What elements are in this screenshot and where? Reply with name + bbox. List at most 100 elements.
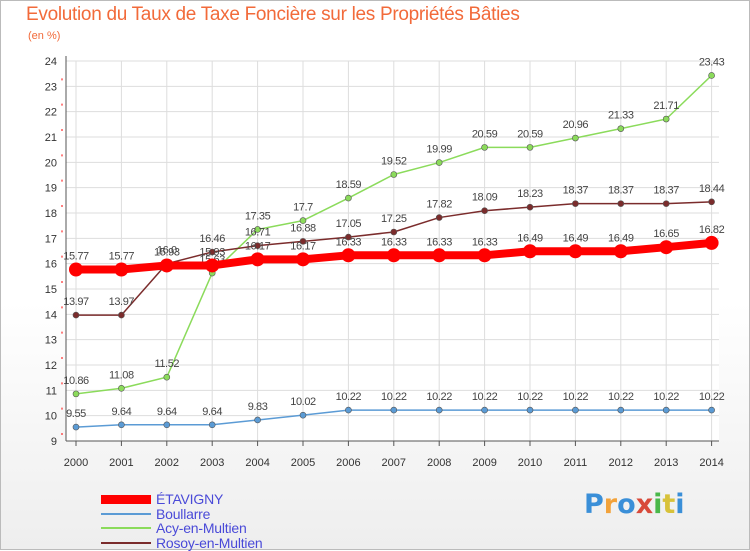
y-tick-label: 19	[45, 183, 57, 195]
data-label: 18.37	[608, 185, 634, 197]
data-point	[526, 406, 534, 414]
y-tick-label: 21	[45, 132, 57, 144]
data-label: 10.22	[517, 391, 543, 403]
data-label: 16.33	[336, 236, 362, 248]
data-point	[208, 421, 216, 429]
data-point	[118, 421, 125, 429]
x-tick-label: 2003	[200, 457, 224, 469]
data-point	[477, 248, 492, 263]
data-point	[708, 72, 715, 79]
data-label: 17.7	[293, 202, 313, 214]
data-point	[118, 385, 125, 392]
data-label: 10.22	[653, 391, 679, 403]
data-label: 10.22	[472, 391, 498, 403]
y-tick-label: 16	[45, 259, 57, 271]
data-point	[432, 248, 447, 263]
data-label: 16.65	[653, 228, 679, 240]
y-tick-label: 23	[45, 81, 57, 93]
data-label: 16.71	[245, 227, 271, 239]
data-point	[708, 406, 715, 414]
data-label: 18.37	[653, 185, 679, 197]
data-label: 16.33	[381, 236, 407, 248]
legend-swatch-rosoy-en-multien	[101, 541, 151, 544]
logo-letter: o	[617, 489, 636, 520]
y-tick-label: 18	[45, 208, 57, 220]
x-tick-label: 2011	[564, 457, 588, 469]
data-label: 18.09	[472, 192, 498, 204]
x-tick-label: 2004	[245, 457, 269, 469]
x-tick-label: 2001	[109, 457, 133, 469]
legend-swatch-acy-en-multien	[101, 527, 151, 529]
x-tick-label: 2006	[336, 457, 360, 469]
data-label: 21.33	[608, 110, 634, 122]
chart-title: Evolution du Taux de Taxe Foncière sur l…	[26, 4, 520, 25]
data-label: 20.59	[472, 128, 498, 140]
data-point	[163, 421, 171, 429]
data-point	[617, 125, 625, 132]
data-label: 10.22	[699, 391, 725, 403]
data-label: 18.44	[699, 183, 725, 195]
y-tick-label: 10	[45, 411, 57, 423]
data-point	[523, 244, 537, 259]
data-point	[572, 200, 579, 207]
data-point	[341, 248, 356, 263]
data-point	[299, 411, 307, 419]
series-etavigny: 15.77 15.77 15.93 15.93 16.17 16.17 16.33 16.33…	[63, 224, 725, 277]
y-tick-label: 12	[45, 360, 57, 372]
legend-swatch-boullarre	[101, 512, 151, 515]
y-tick-label: 22	[45, 107, 57, 119]
data-point	[296, 252, 310, 267]
data-point	[481, 207, 488, 215]
proxiti-logo: Proxiti	[584, 489, 685, 520]
logo-letter: r	[603, 489, 618, 520]
data-point	[435, 406, 443, 414]
y-tick-label: 13	[45, 335, 57, 347]
data-label: 10.02	[290, 396, 316, 408]
data-label: 13.97	[63, 296, 89, 308]
data-point	[345, 194, 352, 202]
data-label: 11.52	[154, 358, 179, 370]
data-label: 10.22	[426, 391, 452, 403]
data-point	[659, 240, 674, 255]
data-label: 10.22	[608, 391, 634, 403]
data-label: 9.55	[66, 408, 86, 420]
data-label: 10.22	[563, 391, 589, 403]
data-label: 9.83	[248, 401, 268, 413]
legend-label-etavigny: ÉTAVIGNY	[156, 491, 224, 507]
logo-letter: i	[653, 489, 663, 520]
data-point	[390, 228, 398, 236]
data-point	[208, 248, 216, 256]
data-point	[662, 115, 670, 123]
data-label: 16.46	[199, 233, 225, 245]
data-label: 19.99	[426, 144, 452, 156]
data-point	[118, 311, 125, 319]
data-label: 16.49	[563, 232, 589, 244]
data-label: 16.33	[472, 236, 498, 248]
y-tick-label: 9	[51, 436, 57, 448]
data-label: 21.71	[653, 100, 679, 112]
data-label: 16.17	[290, 240, 316, 252]
data-point	[254, 416, 261, 424]
data-label: 19.52	[381, 155, 407, 167]
x-tick-label: 2013	[654, 457, 678, 469]
data-label: 20.59	[517, 128, 543, 140]
data-point	[572, 406, 579, 414]
y-tick-label: 20	[45, 157, 57, 169]
x-tick-label: 2012	[609, 457, 633, 469]
data-label: 9.64	[111, 406, 131, 418]
data-point	[613, 244, 628, 259]
legend-swatch-etavigny	[101, 494, 151, 504]
x-tick-label: 2000	[64, 457, 88, 469]
data-label: 16.17	[245, 240, 271, 252]
data-point	[299, 217, 307, 224]
y-tick-label: 14	[45, 309, 57, 321]
data-point	[481, 406, 488, 414]
x-tick-label: 2005	[291, 457, 315, 469]
data-label: 16.49	[608, 232, 634, 244]
data-point	[481, 144, 488, 151]
data-label: 15.77	[109, 250, 135, 262]
legend-label-boullarre: Boullarre	[156, 505, 211, 522]
data-label: 10.22	[336, 391, 362, 403]
